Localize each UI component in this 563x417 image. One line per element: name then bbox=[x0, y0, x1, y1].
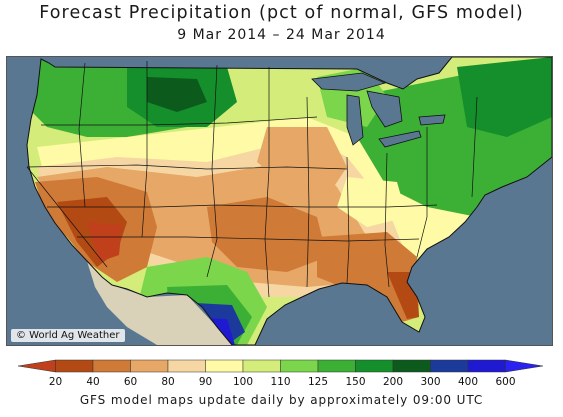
great-lakes bbox=[311, 72, 446, 148]
date-range: 9 Mar 2014 – 24 Mar 2014 bbox=[177, 27, 386, 43]
legend-tick-label: 80 bbox=[161, 376, 174, 388]
legend-swatch bbox=[242, 359, 281, 373]
legend-swatch bbox=[505, 359, 544, 373]
region-ohio-yellow bbox=[337, 177, 407, 227]
lake-superior bbox=[311, 72, 387, 92]
us-outline bbox=[26, 57, 552, 345]
legend-tick-label: 300 bbox=[420, 376, 440, 388]
legend-tick-label: 40 bbox=[86, 376, 99, 388]
mexico-land bbox=[87, 261, 232, 345]
legend-swatch bbox=[167, 359, 206, 373]
legend-swatch bbox=[205, 359, 244, 373]
legend-swatch bbox=[92, 359, 131, 373]
legend-tick-label: 200 bbox=[383, 376, 403, 388]
legend-tick-label: 110 bbox=[270, 376, 290, 388]
legend-tick-label: 60 bbox=[124, 376, 137, 388]
legend-swatch bbox=[55, 359, 94, 373]
region-newengland-darkgreen bbox=[457, 57, 552, 137]
legend-tick-label: 100 bbox=[233, 376, 253, 388]
legend-tick-label: 150 bbox=[345, 376, 365, 388]
credit-label: © World Ag Weather bbox=[11, 329, 125, 342]
legend-swatch bbox=[467, 359, 506, 373]
legend-swatch bbox=[280, 359, 319, 373]
region-cornbelt-orange bbox=[257, 127, 347, 197]
color-legend: 20 40 60 80 90 100 110 125 150 200 300 400 600 bbox=[4, 358, 557, 388]
precipitation-map: © World Ag Weather bbox=[6, 56, 553, 346]
region-arizona-deepred bbox=[87, 222, 122, 262]
legend-tick-label: 90 bbox=[199, 376, 212, 388]
legend-swatch bbox=[17, 359, 56, 373]
legend-bar: 20 40 60 80 90 100 110 125 150 200 300 400 600 bbox=[17, 359, 544, 388]
footer-note: GFS model maps update daily by approxima… bbox=[79, 393, 484, 407]
map-title: Forecast Precipitation (pct of normal, G… bbox=[39, 3, 524, 23]
legend-tick-label: 20 bbox=[49, 376, 62, 388]
lake-ontario bbox=[418, 114, 446, 126]
map-canvas bbox=[7, 57, 552, 345]
legend-tick-label: 600 bbox=[495, 376, 515, 388]
legend-tick-label: 400 bbox=[458, 376, 478, 388]
legend-swatch bbox=[392, 359, 431, 373]
legend-swatch bbox=[317, 359, 356, 373]
region-montana-core bbox=[147, 77, 207, 112]
lake-michigan bbox=[346, 94, 364, 146]
region-texas-orange bbox=[207, 197, 327, 272]
legend-swatch bbox=[355, 359, 394, 373]
lake-huron bbox=[366, 90, 403, 128]
lake-erie bbox=[378, 130, 422, 148]
state-borders bbox=[26, 61, 478, 298]
legend-swatch bbox=[130, 359, 169, 373]
legend-tick-label: 125 bbox=[308, 376, 328, 388]
region-southeast-orange bbox=[317, 232, 419, 322]
legend-swatch bbox=[430, 359, 469, 373]
